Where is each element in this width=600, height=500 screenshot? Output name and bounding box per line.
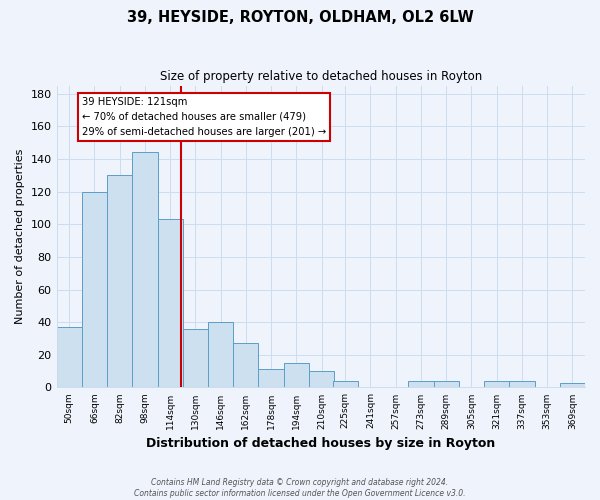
Bar xyxy=(107,176,132,388)
X-axis label: Distribution of detached houses by size in Royton: Distribution of detached houses by size … xyxy=(146,437,496,450)
Text: Contains HM Land Registry data © Crown copyright and database right 2024.
Contai: Contains HM Land Registry data © Crown c… xyxy=(134,478,466,498)
Text: 39, HEYSIDE, ROYTON, OLDHAM, OL2 6LW: 39, HEYSIDE, ROYTON, OLDHAM, OL2 6LW xyxy=(127,10,473,25)
Bar xyxy=(132,152,158,388)
Bar xyxy=(233,344,259,388)
Bar xyxy=(208,322,233,388)
Title: Size of property relative to detached houses in Royton: Size of property relative to detached ho… xyxy=(160,70,482,83)
Bar xyxy=(409,381,434,388)
Bar xyxy=(484,381,509,388)
Bar xyxy=(332,381,358,388)
Bar xyxy=(82,192,107,388)
Bar xyxy=(56,327,82,388)
Bar xyxy=(560,382,585,388)
Bar xyxy=(309,371,334,388)
Bar xyxy=(158,220,183,388)
Bar xyxy=(183,328,208,388)
Bar xyxy=(284,363,309,388)
Text: 39 HEYSIDE: 121sqm
← 70% of detached houses are smaller (479)
29% of semi-detach: 39 HEYSIDE: 121sqm ← 70% of detached hou… xyxy=(82,97,326,136)
Bar xyxy=(434,381,459,388)
Y-axis label: Number of detached properties: Number of detached properties xyxy=(15,149,25,324)
Bar xyxy=(509,381,535,388)
Bar xyxy=(259,370,284,388)
